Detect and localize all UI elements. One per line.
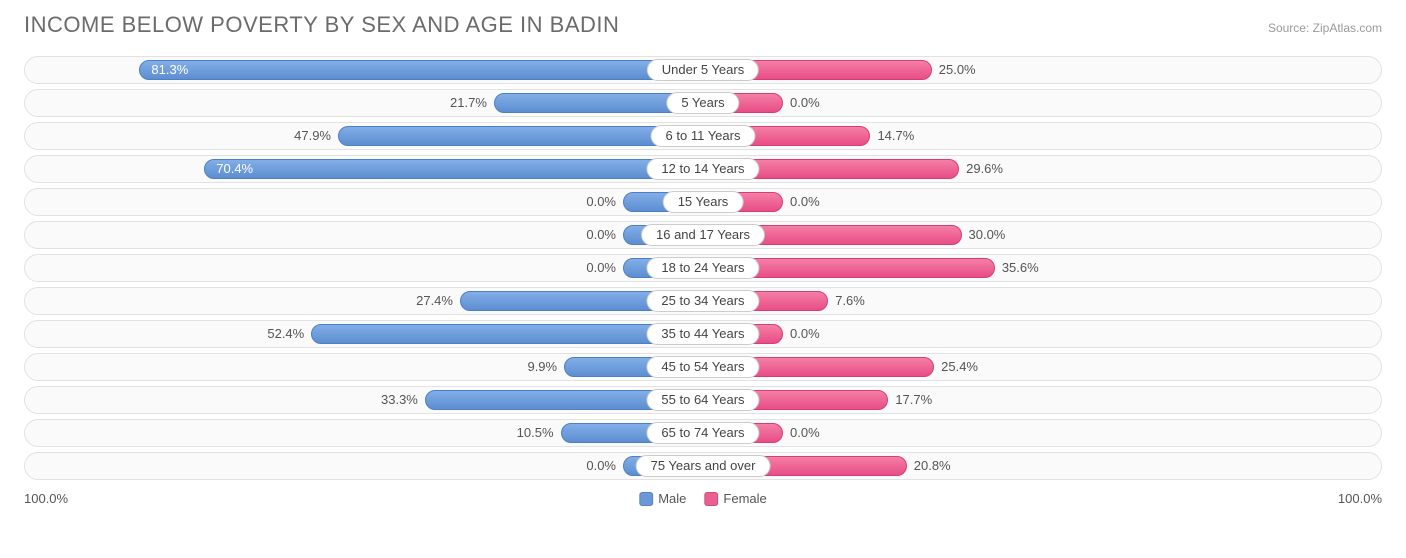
axis-right-max: 100.0%: [1338, 491, 1382, 506]
data-row: 33.3% 17.7% 55 to 64 Years: [24, 386, 1382, 414]
female-value: 17.7%: [895, 392, 932, 407]
male-value: 0.0%: [586, 458, 616, 473]
male-value: 0.0%: [586, 260, 616, 275]
category-label: 15 Years: [663, 191, 744, 213]
male-value: 9.9%: [527, 359, 557, 374]
male-value: 10.5%: [517, 425, 554, 440]
male-value: 0.0%: [586, 227, 616, 242]
male-value: 47.9%: [294, 128, 331, 143]
male-bar: [338, 126, 703, 146]
chart-title: INCOME BELOW POVERTY BY SEX AND AGE IN B…: [24, 12, 619, 38]
data-row: 9.9% 25.4% 45 to 54 Years: [24, 353, 1382, 381]
female-value: 0.0%: [790, 95, 820, 110]
category-label: 16 and 17 Years: [641, 224, 765, 246]
female-value: 35.6%: [1002, 260, 1039, 275]
male-value: 33.3%: [381, 392, 418, 407]
female-value: 0.0%: [790, 326, 820, 341]
category-label: Under 5 Years: [647, 59, 759, 81]
female-value: 30.0%: [969, 227, 1006, 242]
data-row: 0.0% 35.6% 18 to 24 Years: [24, 254, 1382, 282]
category-label: 25 to 34 Years: [646, 290, 759, 312]
female-swatch: [704, 492, 718, 506]
data-row: 10.5% 0.0% 65 to 74 Years: [24, 419, 1382, 447]
axis-left-max: 100.0%: [24, 491, 68, 506]
data-row: 47.9% 14.7% 6 to 11 Years: [24, 122, 1382, 150]
legend: Male Female: [639, 491, 767, 506]
female-value: 20.8%: [914, 458, 951, 473]
female-value: 25.4%: [941, 359, 978, 374]
male-bar: [139, 60, 703, 80]
male-value: 21.7%: [450, 95, 487, 110]
female-value: 0.0%: [790, 425, 820, 440]
female-value: 7.6%: [835, 293, 865, 308]
legend-male-label: Male: [658, 491, 686, 506]
female-value: 25.0%: [939, 62, 976, 77]
category-label: 35 to 44 Years: [646, 323, 759, 345]
male-swatch: [639, 492, 653, 506]
data-row: 0.0% 20.8% 75 Years and over: [24, 452, 1382, 480]
female-value: 29.6%: [966, 161, 1003, 176]
data-row: 52.4% 0.0% 35 to 44 Years: [24, 320, 1382, 348]
source-attribution: Source: ZipAtlas.com: [1268, 21, 1382, 35]
male-value: 0.0%: [586, 194, 616, 209]
category-label: 55 to 64 Years: [646, 389, 759, 411]
male-value: 52.4%: [267, 326, 304, 341]
category-label: 75 Years and over: [636, 455, 771, 477]
legend-male: Male: [639, 491, 686, 506]
legend-female: Female: [704, 491, 766, 506]
category-label: 45 to 54 Years: [646, 356, 759, 378]
data-row: 27.4% 7.6% 25 to 34 Years: [24, 287, 1382, 315]
female-value: 14.7%: [877, 128, 914, 143]
male-value: 27.4%: [416, 293, 453, 308]
chart-area: 81.3% 25.0% Under 5 Years 21.7% 0.0% 5 Years 4…: [0, 46, 1406, 480]
category-label: 5 Years: [666, 92, 739, 114]
data-row: 0.0% 0.0% 15 Years: [24, 188, 1382, 216]
data-row: 70.4% 29.6% 12 to 14 Years: [24, 155, 1382, 183]
category-label: 18 to 24 Years: [646, 257, 759, 279]
data-row: 21.7% 0.0% 5 Years: [24, 89, 1382, 117]
data-row: 0.0% 30.0% 16 and 17 Years: [24, 221, 1382, 249]
legend-female-label: Female: [723, 491, 766, 506]
female-value: 0.0%: [790, 194, 820, 209]
male-value: 81.3%: [151, 62, 188, 77]
male-bar: [204, 159, 703, 179]
category-label: 65 to 74 Years: [646, 422, 759, 444]
male-bar: [311, 324, 703, 344]
male-value: 70.4%: [216, 161, 253, 176]
data-row: 81.3% 25.0% Under 5 Years: [24, 56, 1382, 84]
category-label: 6 to 11 Years: [651, 125, 756, 147]
category-label: 12 to 14 Years: [646, 158, 759, 180]
